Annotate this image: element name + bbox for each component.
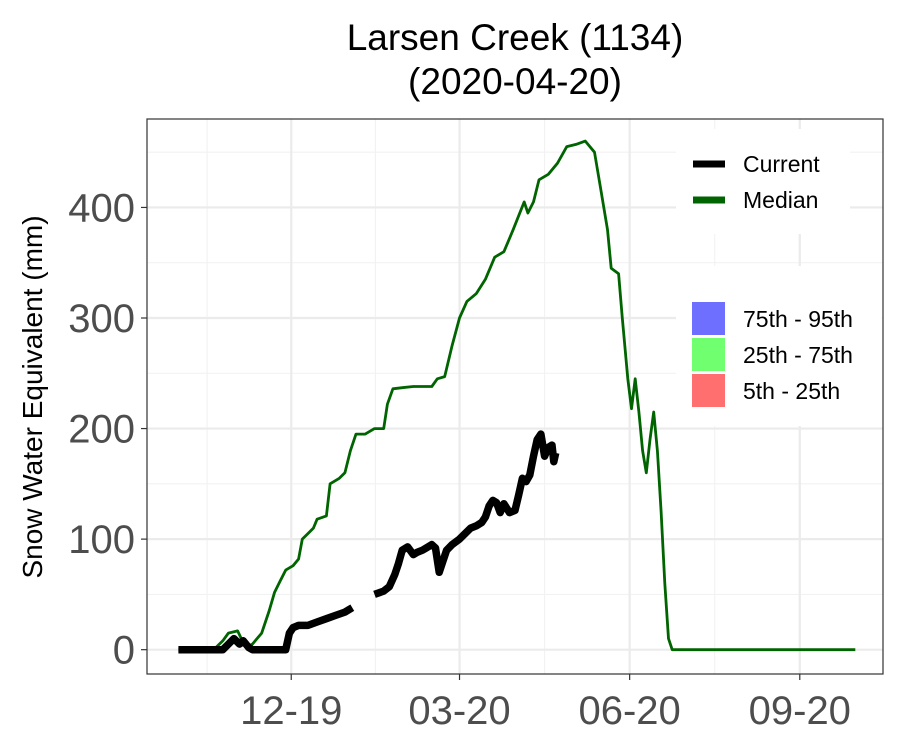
x-axis: 12-19 03-20 06-20 09-20 [240, 674, 851, 733]
x-tick-label: 03-20 [408, 689, 510, 733]
x-tick-label: 06-20 [578, 689, 680, 733]
legend-key-swatch [692, 374, 725, 407]
legend-label: Median [743, 187, 818, 213]
legend: Current Median 75th - 95th 25th - 75th 5th -… [676, 129, 882, 426]
plot-border [146, 118, 884, 675]
series-layer [178, 139, 856, 654]
y-tick-label: 0 [113, 629, 135, 673]
chart-title-block: Larsen Creek (1134) (2020-04-20) [347, 17, 684, 102]
legend-key-swatch [692, 338, 725, 371]
current-line [373, 430, 560, 598]
median-line [178, 139, 856, 652]
legend-label: 5th - 25th [743, 378, 840, 404]
chart-subtitle: (2020-04-20) [408, 61, 622, 102]
y-tick-label: 300 [68, 297, 135, 341]
chart-title: Larsen Creek (1134) [347, 17, 684, 58]
legend-label: 25th - 75th [743, 342, 853, 368]
legend-lines-box [676, 129, 850, 234]
y-tick-label: 100 [68, 518, 135, 562]
legend-key-swatch [692, 302, 725, 335]
current-line [178, 604, 355, 654]
y-axis-label: Snow Water Equivalent (mm) [17, 215, 48, 578]
x-tick-label: 12-19 [240, 689, 342, 733]
legend-label: Current [743, 151, 820, 177]
y-tick-label: 200 [68, 408, 135, 452]
x-tick-label: 09-20 [749, 689, 851, 733]
y-axis: 0 100 200 300 400 [68, 186, 147, 673]
y-tick-label: 400 [68, 186, 135, 230]
legend-label: 75th - 95th [743, 306, 853, 332]
